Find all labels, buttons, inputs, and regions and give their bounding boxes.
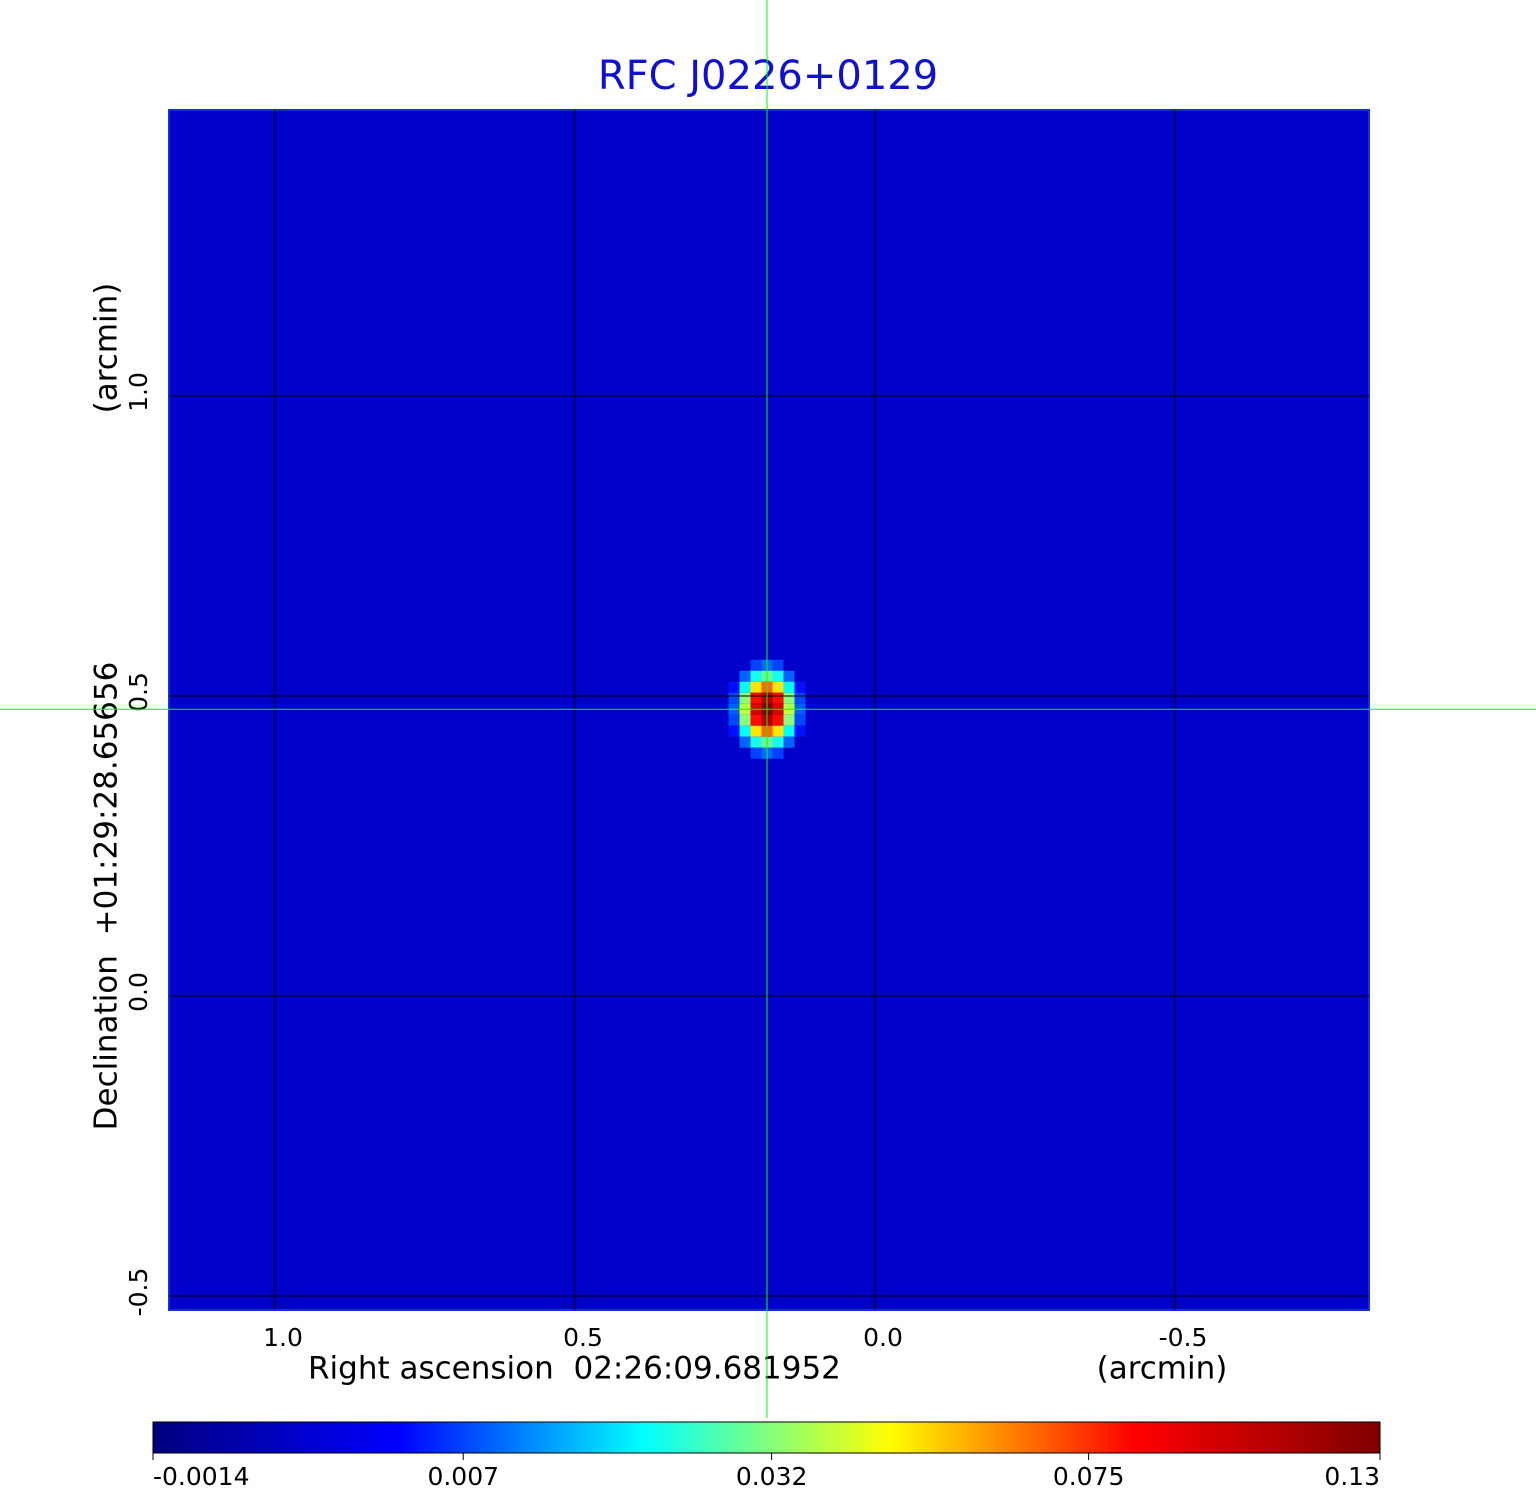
source-pixel xyxy=(783,736,795,748)
source-pixel xyxy=(750,659,762,671)
source-pixel xyxy=(750,681,762,693)
source-pixel xyxy=(772,670,784,682)
source-pixel xyxy=(739,736,751,748)
source-pixel xyxy=(772,736,784,748)
source-pixel xyxy=(772,725,784,737)
source-pixel xyxy=(750,736,762,748)
source-pixel xyxy=(739,725,751,737)
source-pixel xyxy=(794,714,806,726)
source-pixel xyxy=(750,670,762,682)
colorbar-tick-label: 0.13 xyxy=(1324,1462,1380,1491)
source-pixel xyxy=(772,681,784,693)
source-pixel xyxy=(783,714,795,726)
source-pixel xyxy=(783,725,795,737)
source-pixel xyxy=(739,692,751,704)
source-pixel xyxy=(739,714,751,726)
colorbar-tick-label: 0.007 xyxy=(427,1462,499,1491)
source-pixel xyxy=(728,714,740,726)
source-pixel xyxy=(739,670,751,682)
y-axis-label: Declination +01:29:28.65656 xyxy=(89,662,125,1131)
chart-title: RFC J0226+0129 xyxy=(598,53,938,99)
y-tick-label: -0.5 xyxy=(124,1268,153,1317)
y-axis-unit: (arcmin) xyxy=(89,283,125,414)
source-pixel xyxy=(772,714,784,726)
x-axis-unit: (arcmin) xyxy=(1097,1351,1228,1387)
x-tick-label: 0.5 xyxy=(563,1323,603,1352)
x-tick-label: 1.0 xyxy=(263,1323,303,1352)
source-pixel xyxy=(783,670,795,682)
y-tick-label: 1.0 xyxy=(124,372,153,412)
colorbar-tick-label: 0.032 xyxy=(736,1462,808,1491)
y-tick-label: 0.5 xyxy=(124,672,153,712)
x-tick-label: -0.5 xyxy=(1159,1323,1208,1352)
source-pixel xyxy=(772,659,784,671)
source-pixel xyxy=(728,681,740,693)
source-pixel xyxy=(750,692,762,704)
source-pixel xyxy=(750,714,762,726)
colorbar-tick-label: -0.0014 xyxy=(153,1462,250,1491)
source-pixel xyxy=(750,725,762,737)
source-pixel xyxy=(794,692,806,704)
colorbar xyxy=(152,1421,1381,1454)
x-tick-label: 0.0 xyxy=(863,1323,903,1352)
source-pixel xyxy=(728,692,740,704)
x-axis-label: Right ascension 02:26:09.681952 xyxy=(308,1351,841,1387)
source-pixel xyxy=(794,681,806,693)
y-tick-label: 0.0 xyxy=(124,972,153,1012)
source-pixel xyxy=(728,725,740,737)
source-pixel xyxy=(794,725,806,737)
source-pixel xyxy=(750,747,762,759)
source-pixel xyxy=(772,692,784,704)
source-pixel xyxy=(739,681,751,693)
colorbar-tick-label: 0.075 xyxy=(1053,1462,1125,1491)
source-pixel xyxy=(783,681,795,693)
source-pixel xyxy=(772,747,784,759)
source-pixel xyxy=(783,692,795,704)
